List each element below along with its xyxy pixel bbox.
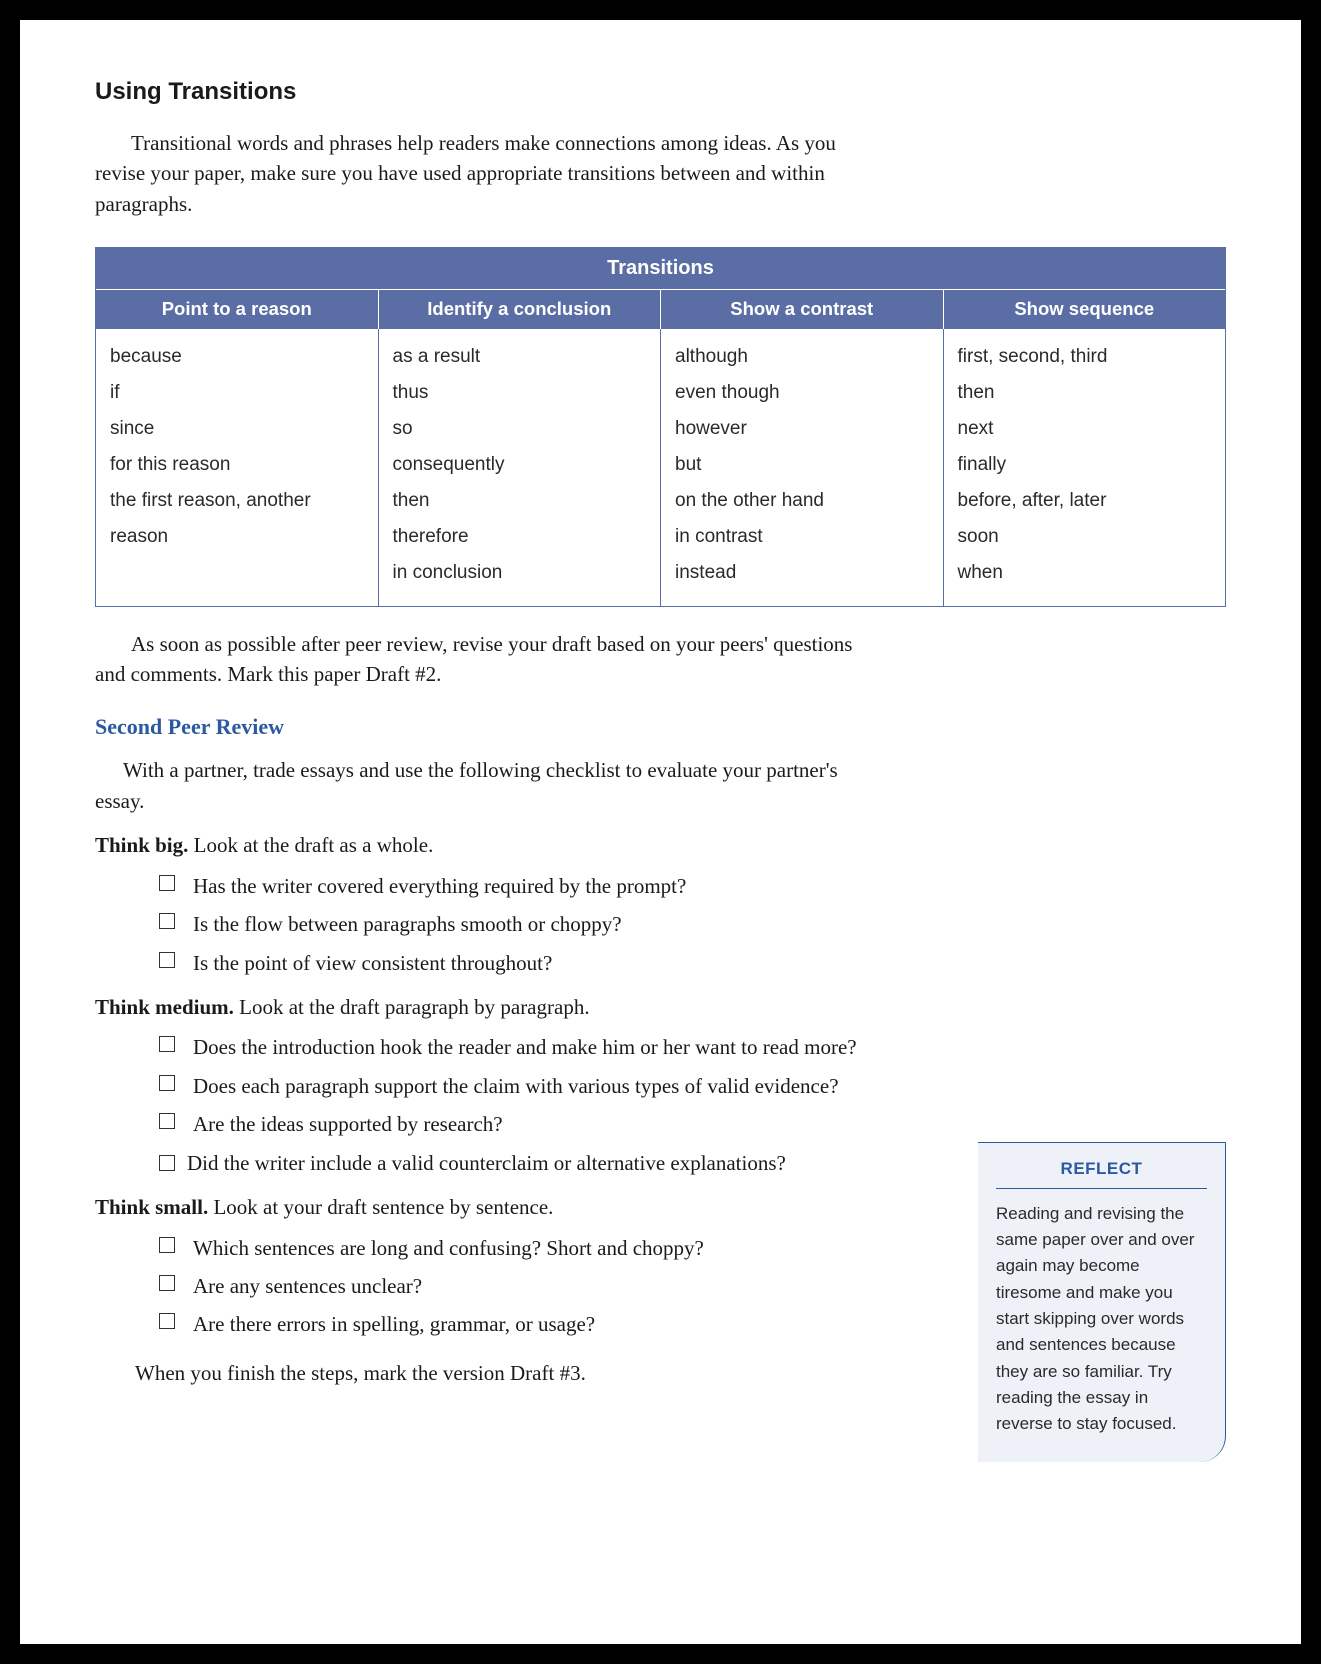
checklist-text: Is the point of view consistent througho… — [193, 951, 552, 975]
section-lead-bold: Think big. — [95, 833, 188, 857]
checklist-item: Are any sentences unclear? — [159, 1271, 859, 1301]
checkbox-icon[interactable] — [159, 1113, 175, 1129]
checklist-item: Is the flow between paragraphs smooth or… — [159, 909, 859, 939]
table-cell: even though — [675, 375, 929, 411]
table-column: as a result thus so consequently then th… — [379, 329, 662, 606]
document-page: Using Transitions Transitional words and… — [0, 0, 1321, 1664]
checklist-text: Does the introduction hook the reader an… — [193, 1035, 857, 1059]
table-cell: because — [110, 339, 364, 375]
table-cell: on the other hand — [675, 483, 929, 519]
table-column: because if since for this reason the fir… — [96, 329, 379, 606]
closing-paragraph: When you finish the steps, mark the vers… — [135, 1358, 855, 1388]
table-cell: thus — [393, 375, 647, 411]
table-cell: but — [675, 447, 929, 483]
table-cell: next — [958, 411, 1212, 447]
checklist-think-small: Which sentences are long and confusing? … — [159, 1233, 859, 1340]
think-small-lead: Think small. Look at your draft sentence… — [95, 1192, 875, 1222]
section-lead-rest: Look at the draft paragraph by paragraph… — [234, 995, 590, 1019]
checklist-text: Has the writer covered everything requir… — [193, 874, 686, 898]
table-cell: the first reason, another reason — [110, 483, 364, 555]
checklist-item: Are there errors in spelling, grammar, o… — [159, 1309, 859, 1339]
reflect-title: REFLECT — [996, 1157, 1207, 1189]
think-big-lead: Think big. Look at the draft as a whole. — [95, 830, 875, 860]
checklist-text: Are any sentences unclear? — [193, 1274, 422, 1298]
section-lead-bold: Think medium. — [95, 995, 234, 1019]
checklist-text: Is the flow between paragraphs smooth or… — [193, 912, 622, 936]
table-cell: in contrast — [675, 519, 929, 555]
section-lead-rest: Look at your draft sentence by sentence. — [208, 1195, 553, 1219]
checkbox-icon[interactable] — [159, 1075, 175, 1091]
checklist-item: Does each paragraph support the claim wi… — [159, 1071, 859, 1101]
checklist-item: Does the introduction hook the reader an… — [159, 1032, 859, 1062]
table-cell: then — [393, 483, 647, 519]
table-cell: soon — [958, 519, 1212, 555]
checklist-text: Which sentences are long and confusing? … — [193, 1236, 704, 1260]
table-body: because if since for this reason the fir… — [96, 329, 1225, 606]
checklist-item: Is the point of view consistent througho… — [159, 948, 859, 978]
checkbox-icon[interactable] — [159, 875, 175, 891]
table-cell: as a result — [393, 339, 647, 375]
table-header-row: Point to a reason Identify a conclusion … — [96, 290, 1225, 329]
table-header-cell: Point to a reason — [96, 290, 379, 329]
reflect-body: Reading and revising the same paper over… — [996, 1201, 1207, 1438]
page-heading: Using Transitions — [95, 75, 1226, 110]
checklist-text: Are the ideas supported by research? — [193, 1112, 503, 1136]
checklist-think-big: Has the writer covered everything requir… — [159, 871, 859, 978]
table-cell: since — [110, 411, 364, 447]
checklist-text: Did the writer include a valid countercl… — [187, 1151, 786, 1175]
section-lead-bold: Think small. — [95, 1195, 208, 1219]
table-cell: so — [393, 411, 647, 447]
table-cell: although — [675, 339, 929, 375]
checkbox-icon[interactable] — [159, 913, 175, 929]
table-cell: if — [110, 375, 364, 411]
reflect-sidebar: REFLECT Reading and revising the same pa… — [978, 1142, 1226, 1462]
checklist-text: Does each paragraph support the claim wi… — [193, 1074, 839, 1098]
table-header-cell: Identify a conclusion — [379, 290, 662, 329]
after-table-paragraph: As soon as possible after peer review, r… — [95, 629, 875, 690]
table-cell: finally — [958, 447, 1212, 483]
table-cell: consequently — [393, 447, 647, 483]
table-cell: however — [675, 411, 929, 447]
table-header-cell: Show a contrast — [661, 290, 944, 329]
checkbox-icon[interactable] — [159, 1036, 175, 1052]
checkbox-icon[interactable] — [159, 1155, 175, 1171]
table-cell: therefore — [393, 519, 647, 555]
table-cell: instead — [675, 555, 929, 591]
checklist-item-hanging: Did the writer include a valid countercl… — [95, 1148, 875, 1178]
checkbox-icon[interactable] — [159, 1237, 175, 1253]
table-cell: for this reason — [110, 447, 364, 483]
checklist-think-medium: Does the introduction hook the reader an… — [159, 1032, 859, 1139]
table-cell: first, second, third — [958, 339, 1212, 375]
table-column: first, second, third then next finally b… — [944, 329, 1226, 606]
table-cell: when — [958, 555, 1212, 591]
checklist-item: Which sentences are long and confusing? … — [159, 1233, 859, 1263]
checklist-item: Has the writer covered everything requir… — [159, 871, 859, 901]
second-review-intro: With a partner, trade essays and use the… — [95, 755, 875, 816]
table-title: Transitions — [96, 248, 1225, 290]
checkbox-icon[interactable] — [159, 1313, 175, 1329]
table-cell: before, after, later — [958, 483, 1212, 519]
table-cell: then — [958, 375, 1212, 411]
checklist-text: Are there errors in spelling, grammar, o… — [193, 1312, 595, 1336]
transitions-table: Transitions Point to a reason Identify a… — [95, 247, 1226, 606]
section-lead-rest: Look at the draft as a whole. — [188, 833, 433, 857]
checkbox-icon[interactable] — [159, 952, 175, 968]
table-header-cell: Show sequence — [944, 290, 1226, 329]
table-cell: in conclusion — [393, 555, 647, 591]
checkbox-icon[interactable] — [159, 1275, 175, 1291]
intro-paragraph: Transitional words and phrases help read… — [95, 128, 875, 219]
checklist-item: Are the ideas supported by research? — [159, 1109, 859, 1139]
second-peer-review-heading: Second Peer Review — [95, 711, 1226, 743]
table-column: although even though however but on the … — [661, 329, 944, 606]
think-medium-lead: Think medium. Look at the draft paragrap… — [95, 992, 875, 1022]
